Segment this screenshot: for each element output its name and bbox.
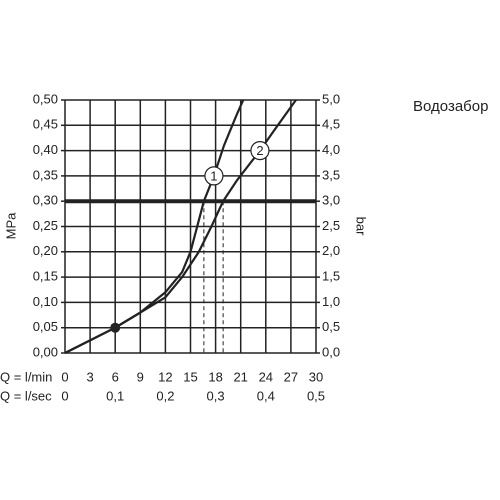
y-tick-label: 0,00 (33, 344, 58, 359)
x-tick-label: 30 (309, 369, 323, 384)
x2-tick-label: 0,1 (106, 388, 124, 403)
y-tick-label: 0,25 (33, 218, 58, 233)
x-tick-label: 12 (158, 369, 172, 384)
y2-tick-label: 4,0 (322, 142, 340, 157)
y2-tick-label: 0,0 (322, 344, 340, 359)
x2-tick-label: 0 (61, 388, 68, 403)
y2-tick-label: 1,0 (322, 294, 340, 309)
x-axis-label: Q = l/min (0, 369, 52, 384)
y-tick-label: 0,35 (33, 167, 58, 182)
y-tick-label: 0,10 (33, 294, 58, 309)
y-tick-label: 0,30 (33, 193, 58, 208)
x-tick-label: 3 (86, 369, 93, 384)
x-tick-label: 27 (284, 369, 298, 384)
x2-axis-label: Q = l/sec (0, 388, 52, 403)
y-axis-label: MPa (3, 212, 18, 240)
x2-tick-label: 0,3 (207, 388, 225, 403)
y2-tick-label: 4,5 (322, 117, 340, 132)
chart-title: Водозабор (413, 98, 488, 115)
y-tick-label: 0,50 (33, 91, 58, 106)
y2-tick-label: 2,0 (322, 243, 340, 258)
y-tick-label: 0,40 (33, 142, 58, 157)
x-tick-label: 24 (259, 369, 273, 384)
x-tick-label: 6 (112, 369, 119, 384)
y-tick-label: 0,05 (33, 319, 58, 334)
y-tick-label: 0,15 (33, 269, 58, 284)
marker-dot (110, 322, 121, 333)
y-tick-label: 0,45 (33, 117, 58, 132)
y2-axis-label: bar (354, 217, 369, 236)
curve-label: 2 (256, 143, 263, 158)
x2-tick-label: 0,2 (156, 388, 174, 403)
curve-label-circle (250, 141, 270, 161)
x-tick-label: 18 (208, 369, 222, 384)
x-tick-label: 21 (233, 369, 247, 384)
x-tick-label: 9 (137, 369, 144, 384)
y2-tick-label: 5,0 (322, 91, 340, 106)
curve-label-circle (204, 166, 224, 186)
y2-tick-label: 0,5 (322, 319, 340, 334)
y2-tick-label: 1,5 (322, 269, 340, 284)
x-tick-label: 0 (61, 369, 68, 384)
x2-tick-label: 0,4 (257, 388, 275, 403)
x2-tick-label: 0,5 (307, 388, 325, 403)
y2-tick-label: 3,5 (322, 167, 340, 182)
x-tick-label: 15 (183, 369, 197, 384)
curve-label: 1 (210, 168, 217, 183)
y2-tick-label: 2,5 (322, 218, 340, 233)
y-tick-label: 0,20 (33, 243, 58, 258)
y2-tick-label: 3,0 (322, 193, 340, 208)
